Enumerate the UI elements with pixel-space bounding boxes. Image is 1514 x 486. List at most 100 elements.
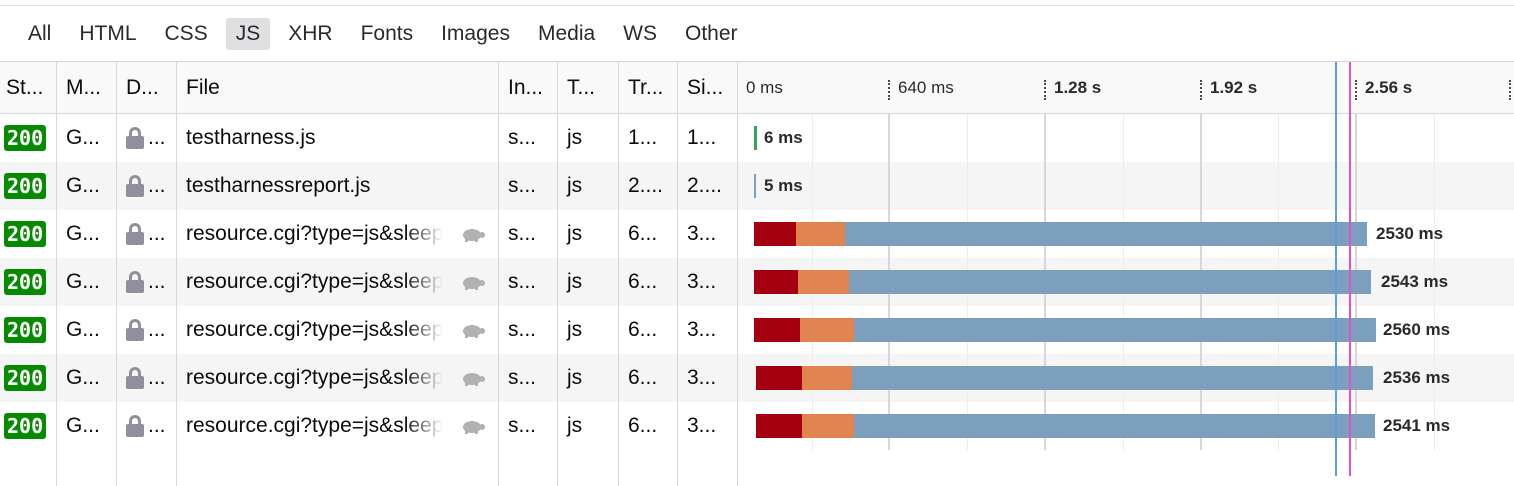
- timing-bar[interactable]: [754, 174, 756, 198]
- type-cell: js: [557, 162, 618, 210]
- column-divider[interactable]: [498, 62, 499, 486]
- filter-css[interactable]: CSS: [164, 21, 208, 45]
- filter-html[interactable]: HTML: [79, 21, 137, 45]
- waterfall-cell: 2541 ms: [737, 402, 1514, 450]
- table-row[interactable]: 200 G...... resource.cgi?type=js&sleep s...…: [0, 210, 1514, 258]
- column-divider[interactable]: [557, 62, 558, 486]
- timing-bar-blocked[interactable]: [756, 414, 802, 438]
- timing-label: 6 ms: [764, 128, 803, 147]
- column-header-transferred[interactable]: Tr...: [628, 75, 664, 99]
- timing-bar-connecting[interactable]: [800, 318, 854, 342]
- column-header-initiator[interactable]: In...: [508, 75, 544, 99]
- status-badge: 200: [4, 317, 47, 343]
- table-header: St... M... D... File In... T... Tr... Si…: [0, 62, 1514, 114]
- timeline-gridline: [1278, 114, 1279, 162]
- size-cell: 3...: [677, 402, 737, 450]
- transferred-cell: 2....: [618, 162, 677, 210]
- column-divider[interactable]: [677, 62, 678, 486]
- type-cell: js: [557, 114, 618, 162]
- method-text: G...: [66, 366, 100, 389]
- size-text: 3...: [687, 414, 717, 437]
- type-text: js: [567, 222, 583, 245]
- status-badge: 200: [4, 125, 47, 151]
- tick-mark: [1200, 80, 1202, 100]
- domain-text: ...: [148, 366, 166, 389]
- timing-bar-blocked[interactable]: [756, 366, 802, 390]
- method-text: G...: [66, 270, 100, 293]
- table-row[interactable]: 200 G...... testharness.js s... js 1... 1... 6 …: [0, 114, 1514, 162]
- column-divider[interactable]: [176, 62, 177, 486]
- filter-images[interactable]: Images: [441, 21, 510, 45]
- filter-fonts[interactable]: Fonts: [360, 21, 414, 45]
- lock-icon: [126, 127, 144, 149]
- domain-text: ...: [148, 270, 166, 293]
- column-header-method[interactable]: M...: [66, 75, 101, 99]
- table-row[interactable]: 200 G...... resource.cgi?type=js&sleep s...…: [0, 306, 1514, 354]
- column-header-status[interactable]: St...: [6, 75, 44, 99]
- timing-bar-waiting[interactable]: [845, 222, 1367, 246]
- timing-bar-waiting[interactable]: [854, 318, 1376, 342]
- size-text: 3...: [687, 366, 717, 389]
- column-header-file[interactable]: File: [186, 75, 220, 99]
- filter-js[interactable]: JS: [225, 17, 271, 50]
- timing-bar-connecting[interactable]: [802, 414, 854, 438]
- transferred-text: 2....: [628, 174, 664, 197]
- filter-ws[interactable]: WS: [623, 21, 657, 45]
- transferred-text: 6...: [628, 270, 658, 293]
- column-divider[interactable]: [618, 62, 619, 486]
- timing-bar-connecting[interactable]: [802, 366, 852, 390]
- size-cell: 3...: [677, 354, 737, 402]
- domain-cell: ...: [116, 162, 176, 210]
- filter-xhr[interactable]: XHR: [288, 21, 333, 45]
- lock-icon: [126, 319, 144, 341]
- domain-text: ...: [148, 414, 166, 437]
- column-divider[interactable]: [737, 62, 738, 486]
- column-divider[interactable]: [116, 62, 117, 486]
- timing-bar[interactable]: [754, 126, 757, 150]
- timing-label: 2560 ms: [1383, 320, 1451, 339]
- table-row[interactable]: 200 G...... resource.cgi?type=js&sleep s...…: [0, 354, 1514, 402]
- timing-bar-waiting[interactable]: [852, 366, 1373, 390]
- domain-cell: ...: [116, 114, 176, 162]
- file-name: resource.cgi?type=js&sleep: [186, 222, 444, 245]
- domain-text: ...: [148, 126, 166, 149]
- column-header-size[interactable]: Si...: [687, 75, 724, 99]
- file-cell: resource.cgi?type=js&sleep: [176, 210, 498, 258]
- transferred-cell: 6...: [618, 258, 677, 306]
- filter-media[interactable]: Media: [537, 21, 596, 45]
- timing-bar-connecting[interactable]: [798, 270, 849, 294]
- column-divider[interactable]: [56, 62, 57, 486]
- lock-icon: [126, 175, 144, 197]
- method-text: G...: [66, 174, 100, 197]
- waterfall-cell: 2536 ms: [737, 354, 1514, 402]
- tick-mark: [1509, 80, 1511, 100]
- table-body: 200 G...... testharness.js s... js 1... 1... 6 …: [0, 114, 1514, 450]
- filter-other[interactable]: Other: [685, 21, 738, 45]
- size-cell: 3...: [677, 210, 737, 258]
- file-name: testharnessreport.js: [186, 174, 371, 197]
- timing-bar-blocked[interactable]: [754, 318, 800, 342]
- timing-bar-waiting[interactable]: [854, 414, 1375, 438]
- table-row[interactable]: 200 G...... resource.cgi?type=js&sleep s...…: [0, 258, 1514, 306]
- initiator-cell: s...: [498, 402, 557, 450]
- table-row[interactable]: 200 G...... testharnessreport.js s... js 2...…: [0, 162, 1514, 210]
- initiator-cell: s...: [498, 114, 557, 162]
- column-header-type[interactable]: T...: [567, 75, 596, 99]
- waterfall-header[interactable]: 0 ms 640 ms 1.28 s 1.92 s 2.56 s: [737, 62, 1514, 113]
- timing-bar-blocked[interactable]: [754, 222, 796, 246]
- initiator-text: s...: [508, 414, 537, 437]
- timing-bar-waiting[interactable]: [849, 270, 1371, 294]
- turtle-icon: [463, 277, 485, 290]
- timing-bar-connecting[interactable]: [796, 222, 845, 246]
- filter-all[interactable]: All: [28, 21, 52, 45]
- column-header-domain[interactable]: D...: [126, 75, 159, 99]
- table-row[interactable]: 200 G...... resource.cgi?type=js&sleep s...…: [0, 402, 1514, 450]
- method-cell: G...: [56, 402, 116, 450]
- timing-bar-blocked[interactable]: [754, 270, 798, 294]
- dom-content-loaded-marker: [1335, 62, 1337, 476]
- waterfall-cell: 5 ms: [737, 162, 1514, 210]
- size-text: 3...: [687, 222, 717, 245]
- transferred-cell: 1...: [618, 114, 677, 162]
- size-cell: 2....: [677, 162, 737, 210]
- timeline-gridline: [812, 114, 813, 162]
